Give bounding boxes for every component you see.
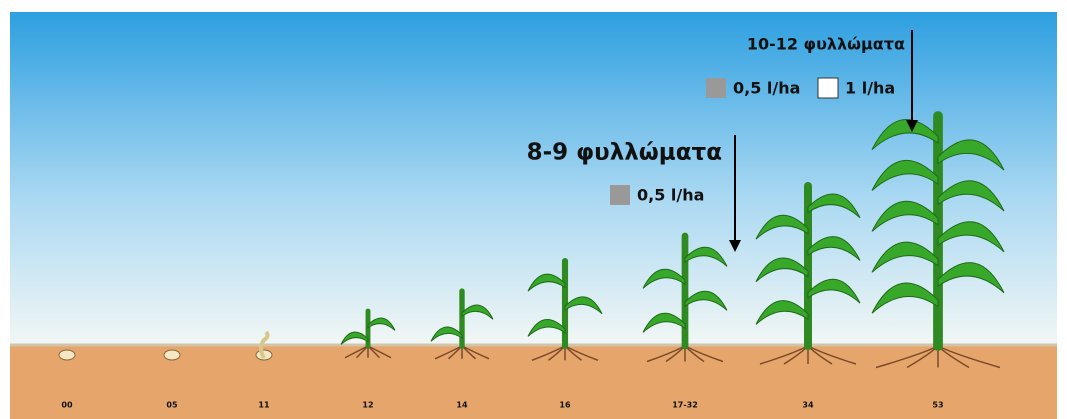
leaf (642, 312, 686, 333)
stage-label: 34 (802, 401, 814, 410)
root (367, 345, 392, 359)
leaf (807, 193, 861, 219)
leaf (564, 296, 603, 315)
leaf (755, 214, 809, 240)
stage-label: 14 (456, 401, 468, 410)
leaf (937, 221, 1005, 253)
root (434, 345, 463, 360)
dose-label: 1 l/ha (845, 79, 895, 98)
stage-label: 17-32 (672, 401, 698, 410)
leaf (937, 262, 1005, 294)
stage-label: 05 (166, 401, 178, 410)
sprout (259, 330, 270, 360)
annotation-title: 10-12 φυλλώματα (747, 35, 905, 54)
seed (163, 349, 181, 361)
leaf (937, 139, 1005, 171)
stage-label: 16 (559, 401, 571, 410)
leaf (755, 257, 809, 283)
plants (58, 111, 1005, 369)
leaf (684, 290, 728, 311)
leaf (430, 326, 463, 342)
leaf (871, 241, 939, 273)
stage-label: 53 (932, 401, 943, 410)
stage-label: 00 (61, 401, 73, 410)
leaf (871, 159, 939, 191)
annotation-title: 8-9 φυλλώματα (527, 140, 722, 166)
dose-label: 0,5 l/ha (637, 186, 704, 205)
leaf (684, 246, 728, 267)
leaf (807, 278, 861, 304)
leaf (807, 236, 861, 261)
leaf (755, 300, 809, 325)
soil (10, 345, 1057, 419)
arrow-head (729, 240, 741, 252)
root (461, 345, 490, 360)
stage-label: 12 (362, 401, 373, 410)
leaf (871, 282, 939, 314)
stage-label: 11 (258, 401, 270, 410)
arrow-head (906, 120, 918, 132)
dose-swatch (706, 78, 726, 98)
dose-swatch (610, 185, 630, 205)
dose-label: 0,5 l/ha (733, 79, 800, 98)
leaf (642, 268, 686, 289)
leaf (937, 180, 1005, 212)
root (344, 345, 369, 359)
leaf (340, 331, 369, 345)
seed (58, 349, 76, 361)
leaf (367, 317, 396, 331)
leaf (527, 273, 566, 292)
leaf (461, 304, 494, 320)
leaf (527, 319, 566, 337)
dose-swatch (817, 77, 839, 99)
leaf (871, 200, 939, 232)
